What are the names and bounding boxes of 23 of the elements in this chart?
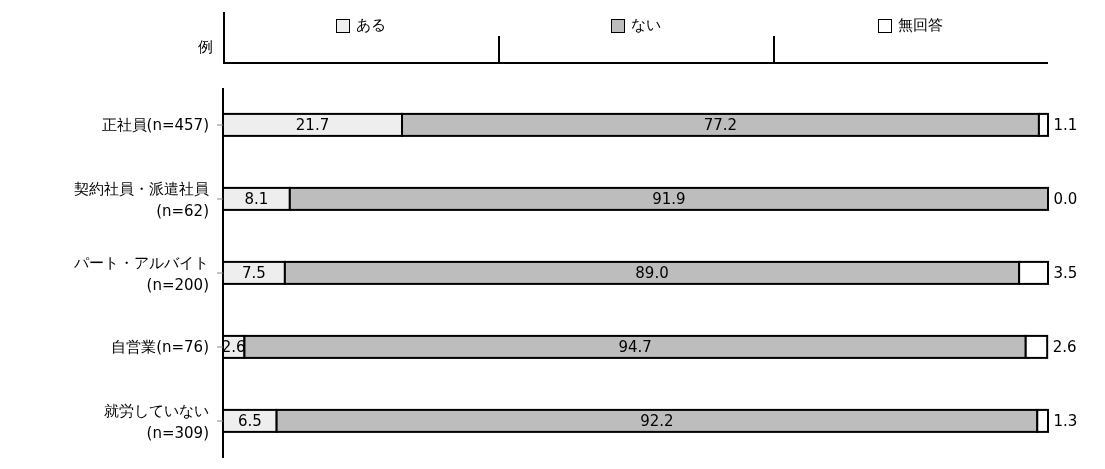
- data-label: 77.2: [703, 115, 738, 134]
- data-label: 1.3: [1053, 411, 1078, 430]
- data-label: 94.7: [618, 337, 652, 356]
- y-tick-label: 契約社員・派遣社員 (n=62): [74, 180, 209, 220]
- data-label: 2.6: [1052, 337, 1077, 356]
- data-label: 3.5: [1053, 263, 1078, 282]
- data-label: 8.1: [244, 189, 269, 208]
- legend-label: 無回答: [897, 16, 944, 35]
- y-tick-label: パート・アルバイト (n=200): [73, 254, 209, 294]
- data-label: 92.2: [640, 411, 674, 430]
- y-tick-label: 自営業(n=76): [111, 338, 209, 356]
- legend-label: ある: [354, 16, 387, 35]
- legend-title: 例: [197, 38, 213, 57]
- data-label: 1.1: [1053, 115, 1078, 134]
- data-label: 91.9: [652, 189, 686, 208]
- data-label: 21.7: [295, 115, 330, 134]
- data-label: 7.5: [242, 263, 266, 282]
- data-label: 6.5: [237, 411, 262, 430]
- data-label: 89.0: [635, 263, 669, 282]
- y-tick-label: 正社員(n=457): [101, 116, 209, 134]
- legend-label: ない: [629, 16, 662, 35]
- y-tick-label: 就労していない (n=309): [104, 402, 209, 442]
- data-label: 0.0: [1053, 189, 1078, 208]
